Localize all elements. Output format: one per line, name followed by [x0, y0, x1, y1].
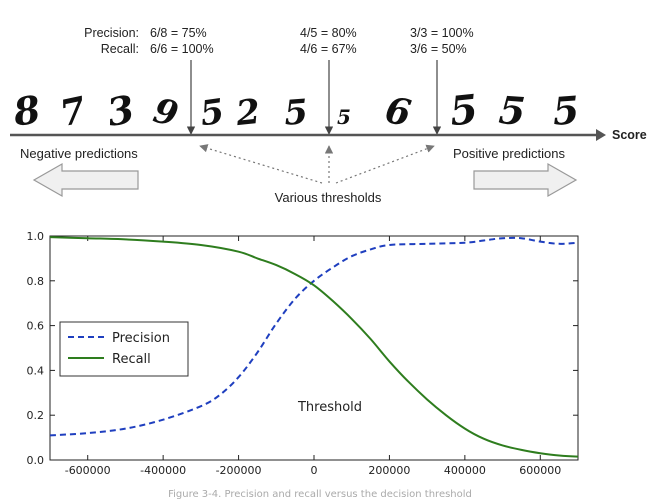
legend-box [59, 321, 189, 377]
y-axis-ticks: 0.0 0.2 0.4 0.6 0.8 1.0 [27, 230, 578, 467]
precision-row-label: Precision: [84, 26, 139, 40]
threshold-1-recall: 6/6 = 100% [150, 42, 214, 56]
score-label: Score [612, 128, 647, 142]
digit-glyph: 5 [497, 87, 527, 134]
y-tick-label: 0.4 [27, 364, 45, 377]
legend-precision-label: Precision [112, 331, 170, 346]
threshold-3-recall: 3/6 = 50% [410, 42, 467, 56]
dotted-arrow-right [335, 144, 435, 184]
digit-glyph: 2 [233, 92, 262, 134]
digit-glyph: 6 [382, 89, 414, 135]
digit-glyph: 5 [198, 92, 227, 135]
y-tick-label: 1.0 [27, 230, 45, 243]
digit-glyph: 7 [56, 89, 89, 135]
x-axis-ticks: -600000 -400000 -200000 0 200000 400000 600000 [65, 236, 561, 477]
negative-direction-arrow [32, 162, 139, 198]
digit-glyph: 3 [104, 86, 138, 135]
x-tick-label: -200000 [216, 464, 262, 477]
series-lines [49, 236, 579, 458]
series-line-recall [49, 236, 579, 458]
threshold-3-precision: 3/3 = 100% [410, 26, 474, 40]
digit-glyph: 5 [283, 92, 309, 134]
y-tick-label: 0.6 [27, 320, 45, 333]
x-tick-label: 400000 [444, 464, 486, 477]
y-tick-label: 0.8 [27, 275, 45, 288]
x-axis-title: Threshold [297, 400, 362, 415]
x-tick-label: 600000 [519, 464, 561, 477]
x-tick-label: -400000 [140, 464, 186, 477]
various-thresholds-label: Various thresholds [275, 190, 382, 205]
digit-glyph: 9 [149, 91, 182, 136]
y-tick-label: 0.2 [27, 409, 45, 422]
positive-direction-arrow [473, 162, 578, 198]
y-tick-label: 0.0 [27, 454, 45, 467]
positive-predictions-label: Positive predictions [453, 146, 565, 161]
legend: Precision Recall [59, 321, 189, 377]
x-tick-label: 0 [311, 464, 318, 477]
digit-glyph: 5 [448, 86, 481, 136]
x-tick-label: 200000 [368, 464, 410, 477]
threshold-2-precision: 4/5 = 80% [300, 26, 357, 40]
legend-recall-label: Recall [112, 352, 151, 367]
threshold-1-precision: 6/8 = 75% [150, 26, 207, 40]
figure-caption: Figure 3-4. Precision and recall versus … [168, 489, 472, 500]
digit-glyph: 5 [551, 87, 581, 134]
digit-glyph: 5 [337, 105, 351, 129]
digit-glyph: 8 [10, 86, 43, 134]
series-line-precision [49, 236, 579, 437]
threshold-2-recall: 4/6 = 67% [300, 42, 357, 56]
threshold-diagram: Precision: Recall: 6/8 = 75% 6/6 = 100% … [10, 26, 647, 205]
precision-recall-chart: 0.0 0.2 0.4 0.6 0.8 1.0 -600000 -400000 -200000… [27, 230, 579, 477]
score-axis-arrowhead [596, 129, 606, 141]
recall-row-label: Recall: [101, 42, 139, 56]
dotted-arrow-left [199, 144, 323, 184]
x-tick-label: -600000 [65, 464, 111, 477]
negative-predictions-label: Negative predictions [20, 146, 138, 161]
